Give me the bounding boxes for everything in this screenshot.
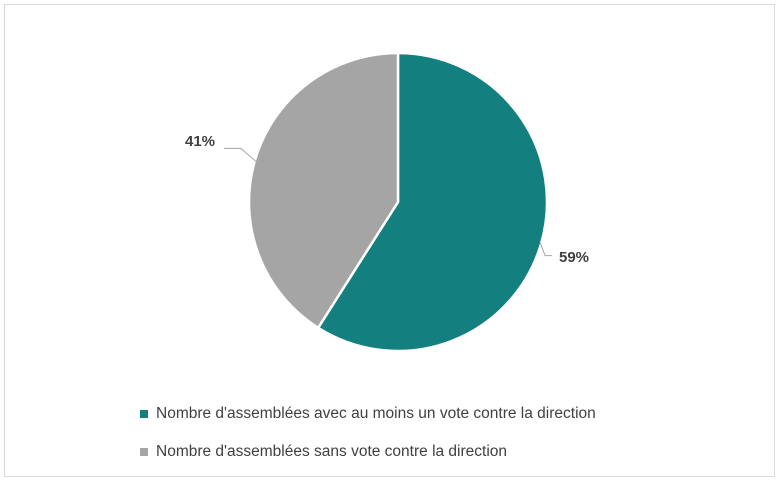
legend-label-with-vote: Nombre d'assemblées avec au moins un vot… — [156, 405, 596, 422]
legend: Nombre d'assemblées avec au moins un vot… — [140, 404, 596, 480]
leader-line-1 — [224, 147, 257, 162]
legend-item-without-vote: Nombre d'assemblées sans vote contre la … — [140, 442, 596, 462]
legend-item-with-vote: Nombre d'assemblées avec au moins un vot… — [140, 404, 596, 424]
label-without-vote: 41% — [185, 133, 215, 150]
label-with-vote: 59% — [559, 249, 589, 266]
leader-line-0 — [539, 242, 552, 257]
legend-swatch-without-vote — [140, 448, 148, 456]
slice-with-vote — [316, 51, 549, 353]
legend-swatch-with-vote — [140, 410, 148, 418]
legend-label-without-vote: Nombre d'assemblées sans vote contre la … — [156, 443, 508, 460]
